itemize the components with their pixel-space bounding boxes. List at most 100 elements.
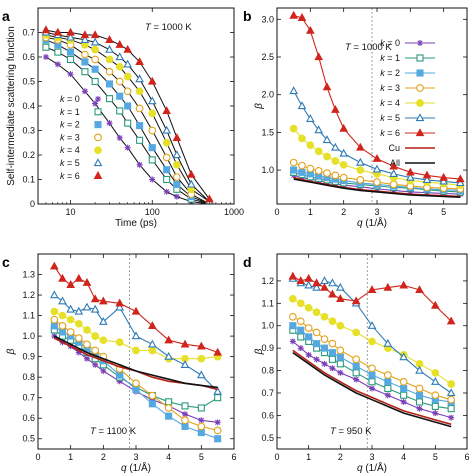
point-k3 (58, 321, 67, 330)
point-k2 (320, 344, 329, 352)
point-k5 (422, 175, 432, 184)
point-k6 (389, 161, 398, 170)
point-k6 (406, 167, 415, 176)
series-k6 (50, 261, 222, 356)
point-k4 (352, 328, 361, 337)
point-k0 (149, 176, 156, 183)
point-k4 (356, 166, 365, 174)
axes-frame (276, 7, 468, 205)
point-k2 (336, 353, 344, 361)
x-tick-label: 5 (441, 207, 446, 217)
point-k5 (115, 52, 125, 61)
point-k5 (336, 282, 345, 291)
y-tick-label: 1.2 (22, 290, 35, 300)
point-k6 (336, 294, 345, 302)
point-k6 (148, 321, 157, 329)
panel-letter-a: a (2, 8, 10, 24)
series-all (292, 351, 452, 428)
point-k4 (123, 72, 132, 81)
y-tick-label: 1.2 (261, 276, 274, 286)
point-k3 (74, 334, 83, 343)
point-k1 (384, 384, 392, 393)
legend-marker-k2 (94, 121, 102, 129)
point-k3 (368, 364, 376, 373)
point-k6 (41, 25, 51, 34)
point-k3 (148, 126, 157, 135)
legend-label-k5: k = 5 (380, 113, 400, 123)
line-all (293, 178, 461, 198)
point-k4 (304, 303, 313, 312)
point-k5 (74, 306, 84, 315)
point-k5 (115, 302, 124, 311)
point-k6 (312, 278, 321, 287)
point-k1 (124, 119, 132, 127)
series-k6 (289, 10, 465, 183)
point-k2 (132, 385, 140, 394)
x-tick-label: 1 (306, 452, 311, 462)
series-k0 (289, 338, 455, 421)
point-k0 (116, 378, 123, 385)
point-k2 (105, 80, 114, 88)
legend-a: k = 0 k = 1 k = 2 k = 3 k = 4 k = 5 k = 6 (60, 94, 103, 181)
point-k5 (406, 172, 415, 181)
point-k4 (99, 336, 108, 345)
point-k2 (384, 378, 392, 386)
point-k2 (148, 144, 156, 152)
x-tick-label: 2 (338, 452, 343, 462)
point-k1 (431, 402, 439, 410)
point-k1 (214, 394, 222, 402)
point-k4 (320, 312, 329, 321)
point-k4 (135, 87, 144, 96)
point-k0 (297, 345, 304, 352)
y-tick-label: 0.8 (22, 372, 35, 382)
point-k0 (289, 338, 296, 345)
point-k4 (368, 337, 376, 346)
point-k6 (186, 169, 196, 178)
point-k2 (368, 371, 376, 379)
point-k6 (90, 30, 100, 39)
point-k5 (314, 125, 323, 134)
x-tick-label: 5 (199, 452, 204, 462)
point-k5 (367, 320, 377, 329)
point-k6 (82, 277, 92, 286)
point-k6 (131, 306, 141, 315)
point-k3 (66, 328, 75, 336)
point-k6 (399, 280, 408, 289)
line-all (53, 335, 218, 389)
point-k6 (80, 30, 90, 39)
point-k0 (84, 355, 90, 362)
x-tick-label: 4 (401, 452, 406, 462)
point-k4 (91, 332, 100, 340)
x-tick-label: 0 (35, 452, 40, 462)
point-k4 (173, 160, 181, 169)
point-k6 (135, 57, 144, 66)
point-k6 (296, 276, 306, 285)
point-k0 (106, 120, 113, 127)
y-tick-label: 0.7 (22, 28, 35, 38)
point-k2 (297, 326, 305, 334)
x-tick-label: 2 (341, 207, 346, 217)
legend-label-k1: k = 1 (60, 107, 80, 117)
x-axis-label: q (1/Å) (121, 461, 151, 474)
y-tick-label: 0.1 (22, 175, 35, 185)
point-k0 (92, 361, 99, 368)
point-k1 (400, 391, 408, 399)
point-k5 (80, 35, 90, 43)
point-k2 (116, 371, 124, 379)
panel-letter-d: d (243, 254, 252, 270)
legend-marker-k6 (93, 171, 103, 179)
point-k0 (214, 419, 221, 426)
point-k1 (352, 369, 360, 377)
y-tick-label: 0.5 (261, 433, 274, 443)
point-k6 (99, 296, 108, 305)
point-k6 (356, 142, 365, 151)
y-tick-label: 1.1 (261, 298, 274, 308)
series-k3 (288, 312, 456, 404)
point-k4 (83, 326, 91, 334)
y-axis-label: β (254, 103, 265, 110)
point-k0 (198, 417, 205, 424)
point-k2 (328, 349, 336, 357)
point-k5 (389, 169, 398, 177)
x-tick-label: 3 (374, 207, 379, 217)
